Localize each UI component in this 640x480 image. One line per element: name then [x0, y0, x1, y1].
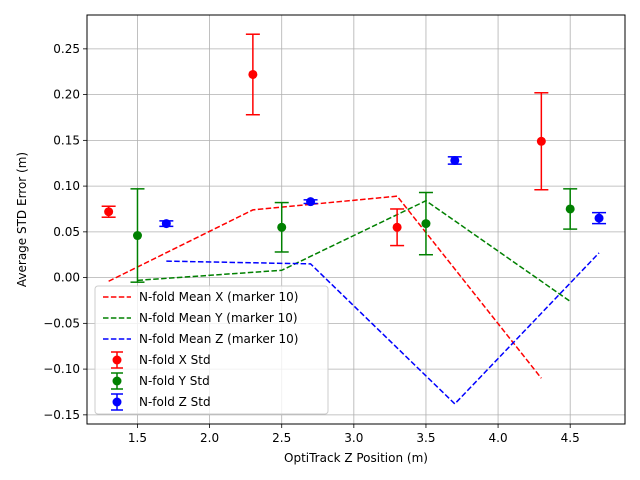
plot-series [101, 33, 607, 405]
y-tick-label: 0.00 [53, 271, 80, 285]
std-point-z [306, 197, 316, 207]
legend-label: N-fold Y Std [139, 374, 210, 388]
std-point-z [594, 213, 604, 223]
x-tick-label: 4.5 [561, 431, 580, 445]
std-point-y [421, 219, 431, 229]
std-point-x [536, 136, 546, 146]
x-tick-label: 3.0 [344, 431, 363, 445]
axis-ticks: 1.5 2.0 2.5 3.0 3.5 4.0 4.5 −0.15 −0.10 −0.05 0.00… [43, 42, 580, 445]
legend-label: N-fold Z Std [139, 395, 211, 409]
x-tick-label: 1.5 [128, 431, 147, 445]
legend-point-swatch [112, 355, 122, 365]
y-tick-label: 0.15 [53, 133, 80, 147]
std-point-x [248, 69, 258, 79]
y-tick-label: −0.05 [43, 316, 80, 330]
legend-label: N-fold Mean Y (marker 10) [139, 311, 298, 325]
legend-label: N-fold X Std [139, 353, 211, 367]
std-point-x [104, 207, 114, 217]
x-tick-label: 4.0 [489, 431, 508, 445]
y-tick-label: 0.25 [53, 42, 80, 56]
legend-label: N-fold Mean Z (marker 10) [139, 332, 298, 346]
y-tick-label: 0.05 [53, 225, 80, 239]
legend-point-swatch [112, 397, 122, 407]
axes-frame [86, 14, 626, 425]
y-tick-label: −0.10 [43, 362, 80, 376]
std-point-y [565, 204, 575, 214]
x-axis-label: OptiTrack Z Position (m) [284, 451, 428, 465]
x-tick-label: 3.5 [416, 431, 435, 445]
std-point-x [392, 222, 402, 232]
std-point-y [132, 231, 142, 241]
std-point-y [277, 222, 287, 232]
mean-line-z [166, 252, 600, 405]
std-point-z [450, 155, 460, 165]
mean-line-y [137, 199, 571, 303]
y-tick-label: −0.15 [43, 408, 80, 422]
std-point-z [161, 219, 171, 229]
y-axis-label: Average STD Error (m) [15, 152, 29, 287]
legend-point-swatch [112, 376, 122, 386]
y-tick-label: 0.20 [53, 88, 80, 102]
legend: N-fold Mean X (marker 10) N-fold Mean Y (… [94, 285, 329, 415]
x-tick-label: 2.0 [200, 431, 219, 445]
legend-box [94, 285, 329, 415]
mean-line-x [108, 195, 542, 379]
x-tick-label: 2.5 [272, 431, 291, 445]
legend-label: N-fold Mean X (marker 10) [139, 290, 298, 304]
y-tick-label: 0.10 [53, 179, 80, 193]
